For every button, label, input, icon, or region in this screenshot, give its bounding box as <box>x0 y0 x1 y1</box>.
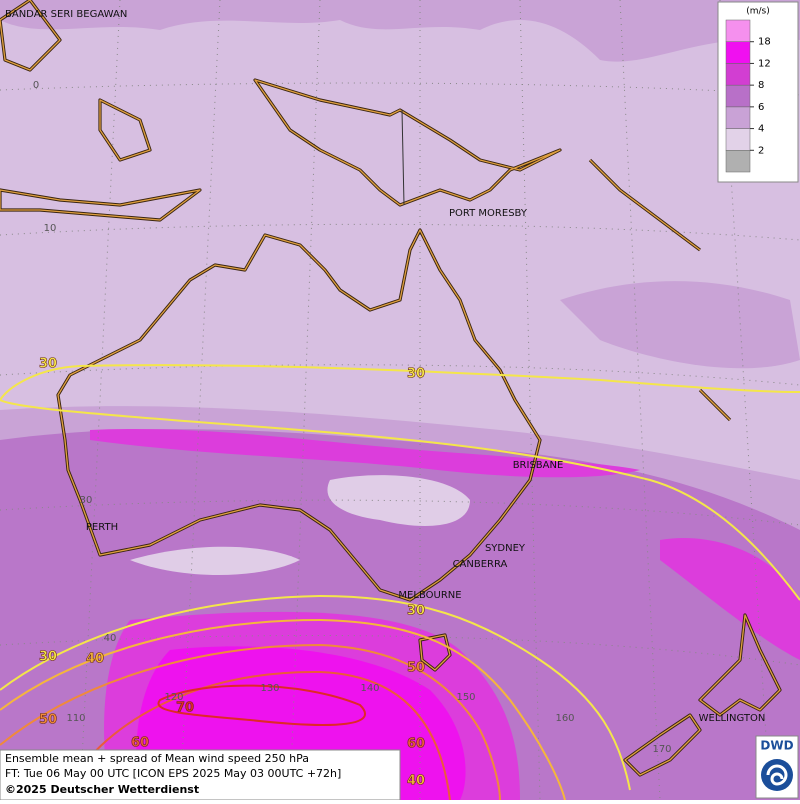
contour-line <box>0 399 800 601</box>
graticule-label: 110 <box>66 713 85 724</box>
legend-swatch <box>725 41 751 64</box>
logo: DWD <box>755 735 799 799</box>
legend-tick-label: 6 <box>758 102 764 113</box>
city-label: BANDAR SERI BEGAWAN <box>5 9 127 20</box>
contour-line <box>157 684 366 726</box>
graticule-label: 10 <box>44 223 57 234</box>
contour-label: 60 <box>407 737 425 752</box>
graticule-label: 140 <box>360 683 379 694</box>
contour-label: 30 <box>407 604 425 619</box>
legend: (m/s) 2 4 6 8 12 18 <box>717 1 799 183</box>
contour-label: 40 <box>407 774 425 789</box>
legend-swatch <box>725 150 751 173</box>
logo-swirl <box>766 764 788 786</box>
city-label: WELLINGTON <box>699 713 766 724</box>
contour-label: 30 <box>39 357 57 372</box>
city-label: BRISBANE <box>513 460 564 471</box>
contour-line <box>59 670 451 801</box>
contour-label: 50 <box>39 713 57 728</box>
contour-label: 50 <box>407 661 425 676</box>
coastlines <box>0 0 782 777</box>
legend-tick-label: 2 <box>758 145 764 156</box>
contour-line <box>0 364 800 401</box>
footer: Ensemble mean + spread of Mean wind spee… <box>0 749 401 801</box>
legend-swatch <box>725 19 751 42</box>
legend-tick-label: 12 <box>758 58 771 69</box>
graticule-label: 160 <box>555 713 574 724</box>
footer-line: FT: Tue 06 May 00 UTC [ICON EPS 2025 May… <box>5 767 341 780</box>
contour-label: 30 <box>39 650 57 665</box>
city-label: CANBERRA <box>453 559 508 570</box>
graticule-label: 40 <box>104 633 117 644</box>
contour-label: 40 <box>86 652 104 667</box>
footer-box <box>0 749 401 801</box>
contours <box>0 364 800 801</box>
contour-line <box>0 618 566 801</box>
contour-label: 60 <box>131 736 149 751</box>
graticule-label: 130 <box>260 683 279 694</box>
city-label: PORT MORESBY <box>449 208 528 219</box>
graticule-label: 30 <box>80 495 93 506</box>
city-label: SYDNEY <box>485 543 526 554</box>
legend-tick-label: 18 <box>758 37 771 48</box>
city-label: MELBOURNE <box>398 590 461 601</box>
contour-line <box>0 643 501 801</box>
legend-swatch <box>725 63 751 86</box>
contour-label: 30 <box>407 367 425 382</box>
footer-line: Ensemble mean + spread of Mean wind spee… <box>5 752 309 765</box>
legend-swatch <box>725 84 751 108</box>
graticule-label: 0 <box>33 80 39 91</box>
contour-line <box>0 594 631 791</box>
graticule-label: 120 <box>164 692 183 703</box>
graticule-label: 170 <box>652 744 671 755</box>
legend-swatch <box>725 128 751 151</box>
logo-text: DWD <box>760 739 793 753</box>
graticule-label: 150 <box>456 692 475 703</box>
contour-label: 70 <box>176 701 194 716</box>
footer-line: ©2025 Deutscher Wetterdienst <box>5 783 199 796</box>
legend-tick-label: 4 <box>758 124 764 135</box>
legend-swatch <box>725 106 751 129</box>
legend-unit: (m/s) <box>746 7 770 17</box>
city-label: PERTH <box>86 522 118 533</box>
legend-tick-label: 8 <box>758 80 764 91</box>
